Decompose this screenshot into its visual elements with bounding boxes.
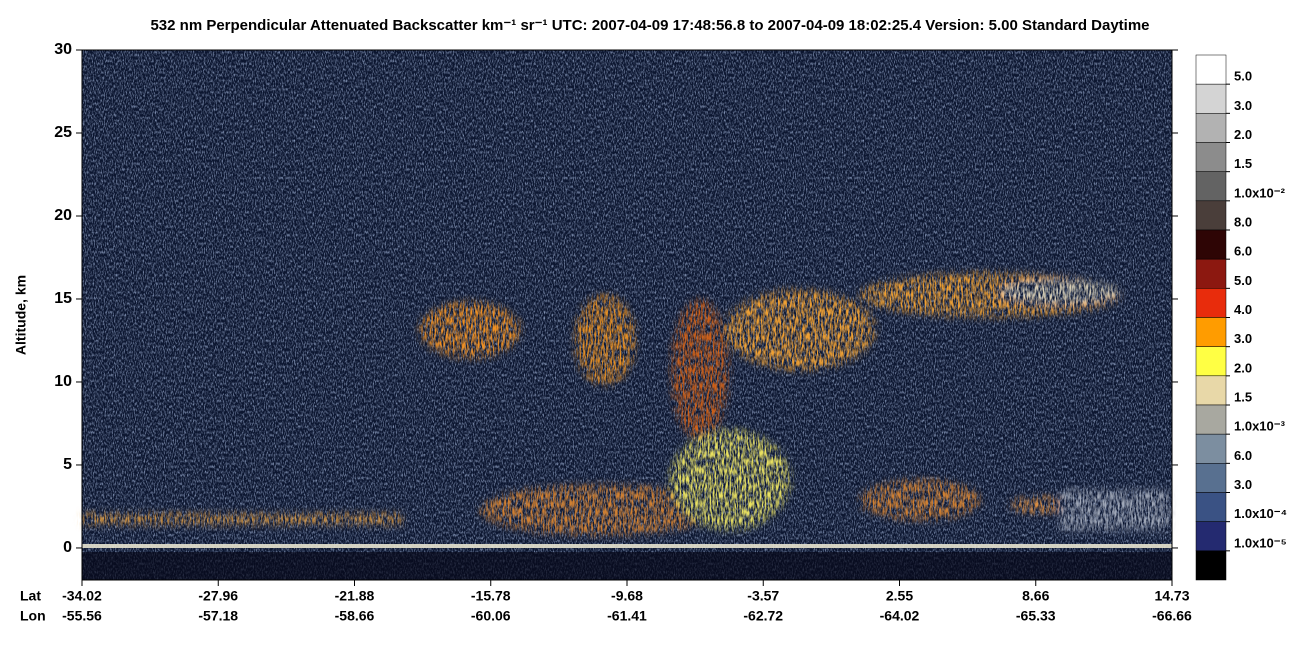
lat-label: -21.88	[335, 588, 375, 604]
colorbar-swatch	[1195, 317, 1227, 347]
y-tick-label: 5	[63, 456, 72, 473]
colorbar-label: 5.0	[1234, 273, 1252, 288]
colorbar-swatch	[1195, 171, 1227, 202]
colorbar-swatch	[1195, 433, 1227, 464]
colorbar-swatch	[1195, 550, 1227, 581]
y-axis-label: Altitude, km	[13, 275, 29, 355]
colorbar-swatch	[1195, 463, 1227, 493]
colorbar-label: 2.0	[1234, 127, 1252, 142]
colorbar-label: 3.0	[1234, 331, 1252, 346]
lon-label: -57.18	[198, 608, 238, 624]
colorbar-swatch	[1195, 258, 1227, 289]
lat-label: 8.66	[1022, 588, 1049, 604]
colorbar-swatch	[1195, 229, 1227, 260]
colorbar-swatch	[1195, 200, 1227, 231]
y-tick-label: 0	[63, 539, 72, 556]
colorbar-swatch	[1195, 288, 1227, 318]
lat-label: -27.96	[198, 588, 238, 604]
colorbar-label: 1.0x10⁻⁴	[1234, 506, 1287, 521]
colorbar-label: 1.5	[1234, 389, 1252, 404]
colorbar-label: 3.0	[1234, 477, 1252, 492]
lat-label: -3.57	[747, 588, 779, 604]
colorbar-swatch	[1195, 492, 1227, 522]
colorbar-label: 6.0	[1234, 448, 1252, 463]
colorbar-label: 5.0	[1234, 69, 1252, 84]
lon-label: -62.72	[743, 608, 783, 624]
lon-label: -65.33	[1016, 608, 1056, 624]
lon-label: -58.66	[335, 608, 375, 624]
cloud-features	[82, 273, 1170, 535]
x-row-label: Lon	[20, 608, 46, 624]
x-row-label: Lat	[20, 588, 41, 604]
colorbar-swatch	[1195, 142, 1227, 172]
colorbar-label: 1.5	[1234, 156, 1252, 171]
lat-label: 14.73	[1154, 588, 1189, 604]
y-tick-label: 15	[54, 290, 72, 307]
colorbar-swatch	[1195, 404, 1227, 435]
plot-area	[81, 49, 1173, 581]
subsurface	[82, 552, 1172, 580]
colorbar-label: 4.0	[1234, 302, 1252, 317]
colorbar-label: 8.0	[1234, 214, 1252, 229]
lat-label: 2.55	[886, 588, 913, 604]
colorbar-label: 2.0	[1234, 360, 1252, 375]
chart-title: 532 nm Perpendicular Attenuated Backscat…	[150, 17, 1149, 34]
lon-label: -61.41	[607, 608, 647, 624]
lat-label: -15.78	[471, 588, 511, 604]
colorbar-swatch	[1195, 113, 1227, 143]
lat-label: -34.02	[62, 588, 102, 604]
colorbar-swatch	[1195, 54, 1227, 85]
lon-label: -55.56	[62, 608, 102, 624]
colorbar-label: 3.0	[1234, 98, 1252, 113]
y-tick-label: 30	[54, 41, 72, 58]
colorbar-swatch	[1195, 375, 1227, 406]
y-tick-label: 10	[54, 373, 72, 390]
lat-label: -9.68	[611, 588, 643, 604]
colorbar-swatch	[1195, 346, 1227, 377]
y-tick-label: 25	[54, 124, 72, 141]
colorbar-label: 1.0x10⁻²	[1234, 185, 1286, 200]
y-tick-label: 20	[54, 207, 72, 224]
colorbar-label: 6.0	[1234, 244, 1252, 259]
lon-label: -64.02	[880, 608, 920, 624]
surface-return	[82, 544, 1172, 548]
lon-label: -66.66	[1152, 608, 1192, 624]
colorbar-label: 1.0x10⁻³	[1234, 419, 1286, 434]
colorbar-label: 1.0x10⁻⁵	[1234, 535, 1287, 550]
lon-label: -60.06	[471, 608, 511, 624]
colorbar-swatch	[1195, 521, 1227, 552]
colorbar-swatch	[1195, 83, 1227, 114]
